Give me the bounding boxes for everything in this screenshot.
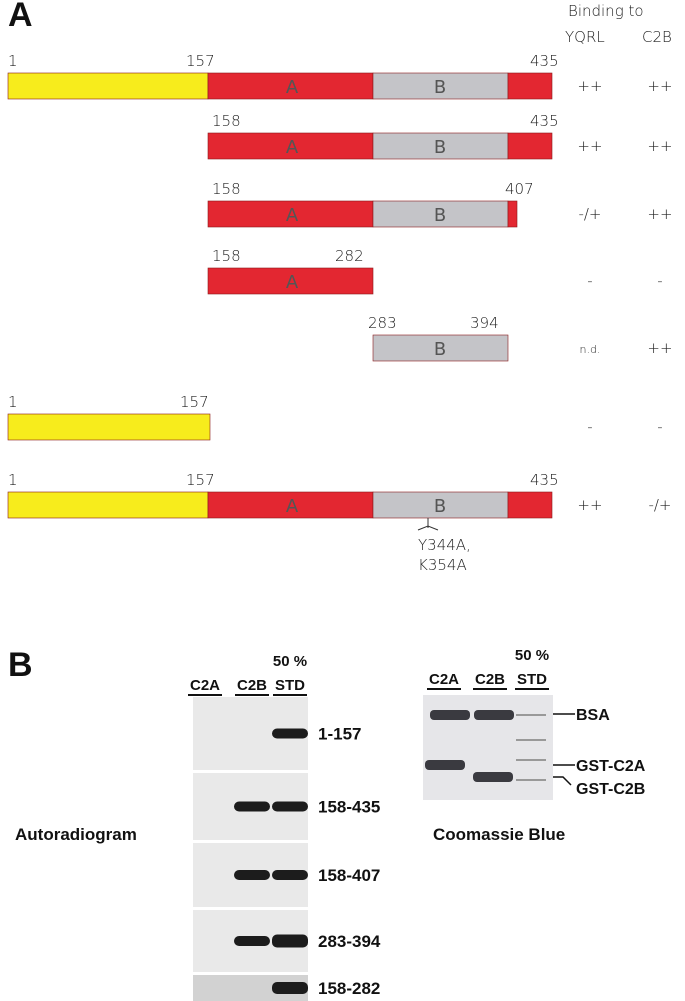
gel-band [473,772,513,782]
construct-segment [207,132,374,160]
construct-segment [7,413,211,441]
gel-band [272,728,308,739]
residue-label: 283 [368,314,397,332]
lane-label: STD [517,671,547,688]
lane-label: C2B [237,677,267,694]
domain-label: B [434,339,446,360]
residue-label: 1 [8,471,18,489]
gel-band [272,934,308,948]
construct-segment [207,491,374,519]
binding-value: ++ [647,137,672,155]
lane-label: C2A [429,671,459,688]
residue-label: 158 [212,247,241,265]
band-label: BSA [576,707,610,724]
band-label: GST-C2A [576,758,646,775]
residue-label: 394 [470,314,499,332]
domain-label: A [286,137,299,158]
construct-segment [507,200,518,228]
lane-label: 50 % [515,647,549,664]
gel-band [425,760,465,770]
mutation-marker [417,518,439,531]
residue-label: 158 [212,112,241,130]
caption: Autoradiogram [15,825,137,844]
binding-value: - [657,272,662,290]
panel-label: A [8,0,33,34]
gel-band [430,710,470,720]
gel-band [272,870,308,880]
domain-label: A [286,272,299,293]
binding-value: - [657,418,662,436]
construct-segment [207,72,374,100]
construct-segment [507,491,553,519]
domain-label: A [286,496,299,517]
binding-value: ++ [647,77,672,95]
domain-label: A [286,77,299,98]
construct-segment [7,72,209,100]
binding-value: -/+ [648,496,671,514]
band-pointer [553,776,572,786]
residue-label: 158 [212,180,241,198]
gel-band [234,801,270,812]
construct-label: 283-394 [318,932,381,951]
gel-band [474,710,514,720]
mutation-label: K354A [418,556,467,574]
binding-value: ++ [647,339,672,357]
band-label: GST-C2B [576,781,645,798]
residue-label: 407 [505,180,534,198]
construct-segment [372,491,509,519]
binding-value: - [587,272,592,290]
construct-segment [372,200,509,228]
construct-segment [7,491,209,519]
residue-label: 157 [186,471,215,489]
binding-value: ++ [647,205,672,223]
domain-label: B [434,137,446,158]
residue-label: 1 [8,52,18,70]
binding-value: ++ [577,137,602,155]
residue-label: 435 [530,112,559,130]
residue-label: 1 [8,393,18,411]
mutation-label: Y344A, [418,536,471,554]
construct-segment [372,132,509,160]
residue-label: 157 [180,393,209,411]
construct-label: 158-435 [318,798,380,817]
binding-column: YQRL [565,28,605,46]
construct-label: 158-282 [318,979,380,998]
lane-label: 50 % [273,653,307,670]
construct-label: 1-157 [318,725,361,744]
residue-label: 435 [530,52,559,70]
domain-label: B [434,205,446,226]
residue-label: 157 [186,52,215,70]
lane-label: STD [275,677,305,694]
residue-label: 282 [335,247,364,265]
binding-value: ++ [577,496,602,514]
construct-label: 158-407 [318,866,380,885]
construct-segment [507,72,553,100]
construct-segment [372,334,509,362]
construct-segment [372,72,509,100]
caption: Coomassie Blue [433,825,565,844]
gel-band [272,982,308,994]
domain-label: B [434,496,446,517]
binding-column: C2B [642,28,672,46]
construct-segment [507,132,553,160]
domain-label: B [434,77,446,98]
binding-value: ++ [577,77,602,95]
construct-segment [207,267,374,295]
panel-label: B [8,646,33,684]
residue-label: 435 [530,471,559,489]
gel-band [234,870,270,880]
binding-value: - [587,418,592,436]
domain-label: A [286,205,299,226]
binding-header: Binding to [568,2,644,20]
construct-segment [207,200,374,228]
binding-value: n.d. [580,343,601,356]
lane-label: C2B [475,671,505,688]
gel-band [272,801,308,812]
gel-band [234,936,270,946]
lane-label: C2A [190,677,220,694]
binding-value: -/+ [578,205,601,223]
